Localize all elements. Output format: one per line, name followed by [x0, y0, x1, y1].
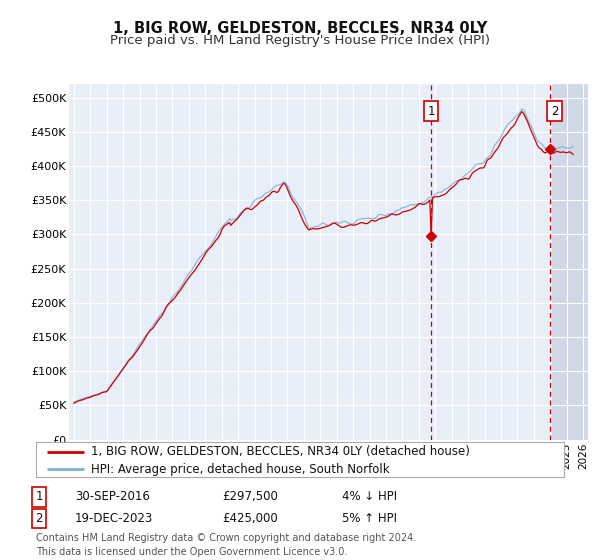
Text: Contains HM Land Registry data © Crown copyright and database right 2024.
This d: Contains HM Land Registry data © Crown c…: [36, 533, 416, 557]
Text: 1, BIG ROW, GELDESTON, BECCLES, NR34 0LY: 1, BIG ROW, GELDESTON, BECCLES, NR34 0LY: [113, 21, 487, 36]
Text: 2: 2: [551, 105, 558, 118]
Text: 2: 2: [35, 512, 43, 525]
Text: 1: 1: [35, 490, 43, 503]
Text: £425,000: £425,000: [222, 512, 278, 525]
Bar: [552, 84, 600, 440]
Text: 30-SEP-2016: 30-SEP-2016: [75, 490, 150, 503]
Text: 5% ↑ HPI: 5% ↑ HPI: [342, 512, 397, 525]
Text: HPI: Average price, detached house, South Norfolk: HPI: Average price, detached house, Sout…: [91, 463, 390, 475]
Text: 1, BIG ROW, GELDESTON, BECCLES, NR34 0LY (detached house): 1, BIG ROW, GELDESTON, BECCLES, NR34 0LY…: [91, 445, 470, 458]
Text: 1: 1: [427, 105, 435, 118]
Text: £297,500: £297,500: [222, 490, 278, 503]
Text: 19-DEC-2023: 19-DEC-2023: [75, 512, 153, 525]
Text: Price paid vs. HM Land Registry's House Price Index (HPI): Price paid vs. HM Land Registry's House …: [110, 34, 490, 46]
Text: 4% ↓ HPI: 4% ↓ HPI: [342, 490, 397, 503]
